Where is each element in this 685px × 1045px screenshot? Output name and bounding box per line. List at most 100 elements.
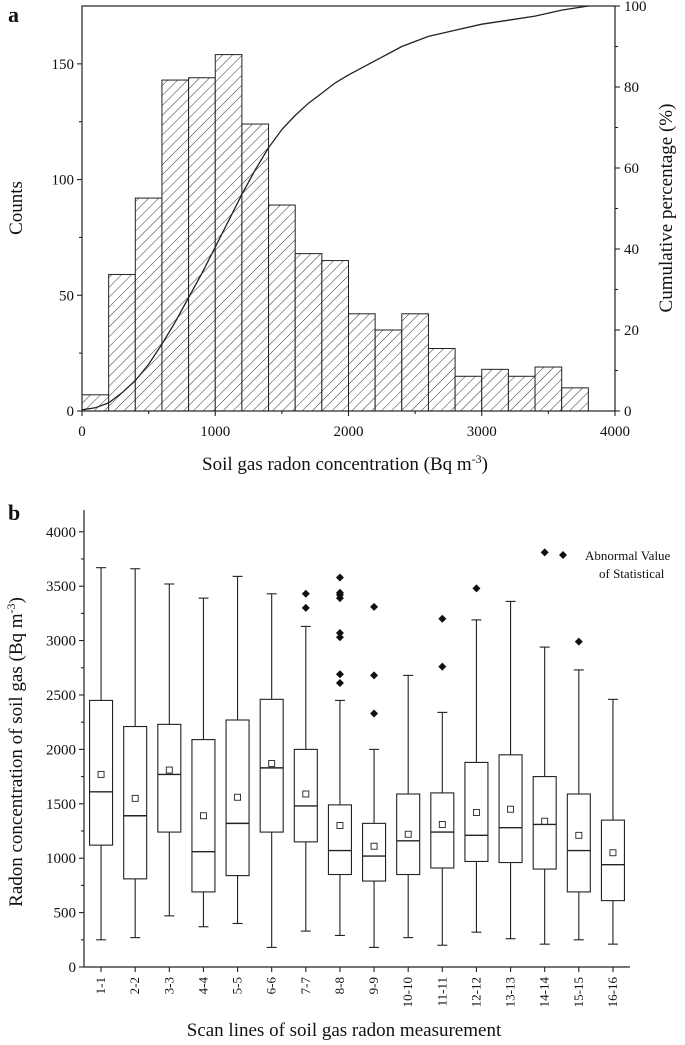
- mean-marker: [165, 766, 173, 774]
- y2-tick-label: 60: [624, 161, 639, 177]
- outlier-point: [335, 670, 344, 679]
- histogram-bar: [507, 375, 536, 412]
- mean-marker: [131, 794, 139, 802]
- mean-marker: [575, 831, 583, 839]
- histogram-bar: [454, 375, 483, 412]
- mean-marker: [234, 793, 242, 801]
- histogram-panel: a 0 1000 2000 3000 4000 0 50 100 150 0 20 40 60 80 100…: [6, 0, 677, 475]
- boxplot-group: [327, 573, 352, 936]
- outlier-point: [370, 709, 379, 718]
- outlier-point: [370, 602, 379, 611]
- histogram-bar: [161, 79, 190, 412]
- boxplot-panel: b 0 500 1000 1500 2000 2500 3000 3500 4000 1-1 2-2…: [4, 500, 671, 1041]
- outlier-point: [574, 637, 583, 646]
- y-tick-label: 0: [67, 404, 75, 420]
- outlier-point: [335, 588, 344, 597]
- outlier-point: [301, 603, 310, 612]
- mean-marker: [507, 805, 515, 813]
- histogram-bars: [81, 54, 589, 412]
- iqr-box: [327, 804, 352, 876]
- legend-line-2: of Statistical: [599, 566, 665, 581]
- histogram-bar: [374, 329, 403, 412]
- x-axis-title-superscript: -3: [472, 452, 482, 466]
- histogram-bar: [188, 77, 216, 412]
- boxplot-group: [498, 600, 523, 940]
- boxplot-group: [225, 575, 250, 925]
- histogram-bar: [268, 204, 296, 412]
- outlier-point: [301, 589, 310, 598]
- y-axis-title-radon: Radon concentration of soil gas (Bq m-3): [4, 597, 27, 907]
- y2-axis-title-cumulative: Cumulative percentage (%): [656, 104, 677, 313]
- y2-tick-label: 20: [624, 323, 639, 339]
- panel-b-letter: b: [8, 500, 20, 525]
- outlier-legend: Abnormal Value of Statistical: [559, 548, 671, 581]
- x-tick-label: 2000: [334, 424, 364, 440]
- iqr-box: [600, 819, 625, 902]
- histogram-bar: [321, 260, 350, 412]
- boxplot-group: [396, 674, 421, 939]
- outlier-point: [472, 584, 481, 593]
- mean-marker: [199, 812, 207, 820]
- x-tick-label: 0: [78, 424, 86, 440]
- category-label: 10-10: [400, 977, 415, 1007]
- outlier-point: [335, 679, 344, 688]
- b-y-tick-label: 1500: [46, 797, 76, 813]
- category-label: 14-14: [537, 977, 552, 1008]
- x-tick-label: 1000: [200, 424, 230, 440]
- histogram-bar: [427, 348, 456, 412]
- outlier-point: [438, 662, 447, 671]
- histogram-bar: [534, 366, 563, 412]
- y-axis-title-superscript: -3: [4, 603, 18, 613]
- histogram-bar: [481, 368, 509, 412]
- category-label: 2-2: [127, 977, 142, 994]
- mean-marker: [438, 821, 446, 828]
- x-tick-label: 3000: [467, 424, 497, 440]
- x-axis-title-concentration: Soil gas radon concentration (Bq m-3): [202, 452, 488, 475]
- legend-outlier-marker: [559, 551, 567, 559]
- mean-marker: [472, 809, 480, 816]
- histogram-bar: [214, 54, 243, 412]
- panel-a-letter: a: [8, 2, 19, 27]
- outlier-point: [540, 548, 549, 557]
- outlier-point: [438, 614, 447, 623]
- mean-marker: [302, 790, 310, 798]
- iqr-box: [430, 792, 455, 869]
- boxplot-group: [362, 602, 387, 948]
- legend-line-1: Abnormal Value: [585, 548, 671, 563]
- outlier-point: [335, 628, 344, 637]
- mean-marker: [541, 817, 549, 825]
- histogram-bar: [294, 253, 323, 412]
- category-label: 6-6: [264, 977, 279, 995]
- histogram-bar: [108, 273, 136, 412]
- boxplot-group: [191, 597, 216, 928]
- b-y-tick-label: 1000: [46, 851, 76, 867]
- y-tick-label: 50: [59, 288, 74, 304]
- boxplot-group: [430, 614, 455, 946]
- category-label: 11-11: [434, 977, 449, 1006]
- mean-marker: [609, 849, 617, 857]
- b-y-tick-label: 4000: [46, 525, 76, 541]
- category-label: 12-12: [468, 977, 483, 1007]
- boxplot-group: [566, 637, 591, 941]
- y-tick-label: 150: [52, 57, 75, 73]
- boxplot-axes: 0 500 1000 1500 2000 2500 3000 3500 4000 1-1 2-2 3-…: [46, 510, 630, 1007]
- y-axis-title-counts: Counts: [6, 181, 27, 235]
- y2-tick-label: 80: [624, 80, 639, 96]
- x-tick-label: 4000: [600, 424, 630, 440]
- category-label: 4-4: [195, 977, 210, 995]
- x-axis-title-scan-lines: Scan lines of soil gas radon measurement: [187, 1020, 502, 1041]
- b-y-tick-label: 3500: [46, 579, 76, 595]
- boxplot-group: [123, 568, 148, 939]
- iqr-box: [157, 723, 182, 833]
- category-label: 13-13: [503, 977, 518, 1007]
- mean-marker: [97, 770, 105, 778]
- category-label: 7-7: [298, 977, 313, 995]
- category-label: 1-1: [93, 977, 108, 994]
- b-y-tick-label: 2500: [46, 688, 76, 704]
- mean-marker: [268, 760, 276, 767]
- y2-tick-label: 100: [624, 0, 647, 15]
- histogram-bar: [561, 387, 589, 412]
- iqr-box: [566, 793, 591, 893]
- iqr-box: [123, 725, 148, 880]
